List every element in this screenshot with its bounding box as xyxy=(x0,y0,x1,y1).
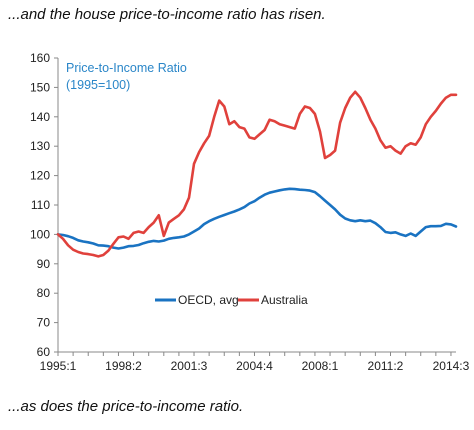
x-tick-label: 1998:2 xyxy=(105,359,142,373)
y-tick-label: 80 xyxy=(37,286,51,300)
series-line-0 xyxy=(56,187,458,250)
legend: OECD, avg Australia xyxy=(155,293,308,307)
legend-label-australia: Australia xyxy=(261,293,308,307)
y-tick-label: 60 xyxy=(37,345,51,359)
y-tick-label: 130 xyxy=(30,139,50,153)
y-axis: 60 70 80 90 100 110 120 130 140 150 160 xyxy=(30,51,59,359)
legend-label-oecd: OECD, avg xyxy=(178,293,239,307)
y-tick-label: 70 xyxy=(37,316,51,330)
y-tick-label: 160 xyxy=(30,51,50,65)
chart-title: Price-to-Income Ratio xyxy=(66,61,187,75)
x-tick-label: 2001:3 xyxy=(171,359,208,373)
x-tick-label: 2011:2 xyxy=(368,359,404,373)
chart-subtitle: (1995=100) xyxy=(66,78,130,92)
x-tick-label: 2004:4 xyxy=(236,359,273,373)
series-line-1 xyxy=(56,90,458,258)
top-caption: ...and the house price-to-income ratio h… xyxy=(8,6,326,23)
y-tick-label: 90 xyxy=(37,257,51,271)
y-tick-label: 140 xyxy=(30,110,50,124)
y-tick-label: 100 xyxy=(30,227,50,241)
y-tick-label: 110 xyxy=(31,198,50,212)
x-tick-label: 2014:3 xyxy=(433,359,470,373)
series-layer xyxy=(56,90,458,258)
bottom-caption: ...as does the price-to-income ratio. xyxy=(8,398,244,415)
x-axis: 1995:1 1998:2 2001:3 2004:4 2008:1 2011:2 2014… xyxy=(40,351,470,373)
y-tick-label: 150 xyxy=(30,80,50,94)
y-tick-label: 120 xyxy=(30,169,50,183)
x-tick-label: 2008:1 xyxy=(302,359,339,373)
x-tick-label: 1995:1 xyxy=(40,359,77,373)
